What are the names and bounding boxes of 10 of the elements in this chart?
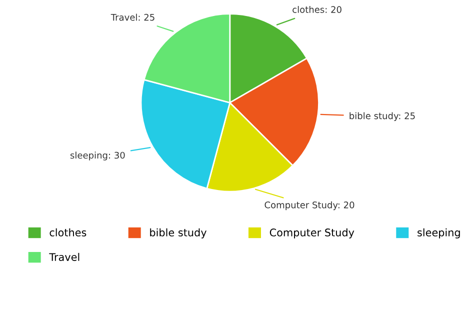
- data-label: sleeping: 30: [70, 152, 125, 160]
- data-label: bible study: 25: [350, 112, 415, 121]
- data-label: Computer Study: 20: [264, 201, 354, 210]
- legend-label: Travel: [49, 252, 80, 261]
- data-label: clothes: 20: [292, 6, 342, 13]
- legend-label: bible study: [150, 228, 206, 238]
- legend-label: clothes: [50, 228, 86, 236]
- legend-label: sleeping: [418, 228, 460, 238]
- data-label: Travel: 25: [110, 14, 154, 21]
- legend-label: Computer Study: [270, 228, 354, 238]
